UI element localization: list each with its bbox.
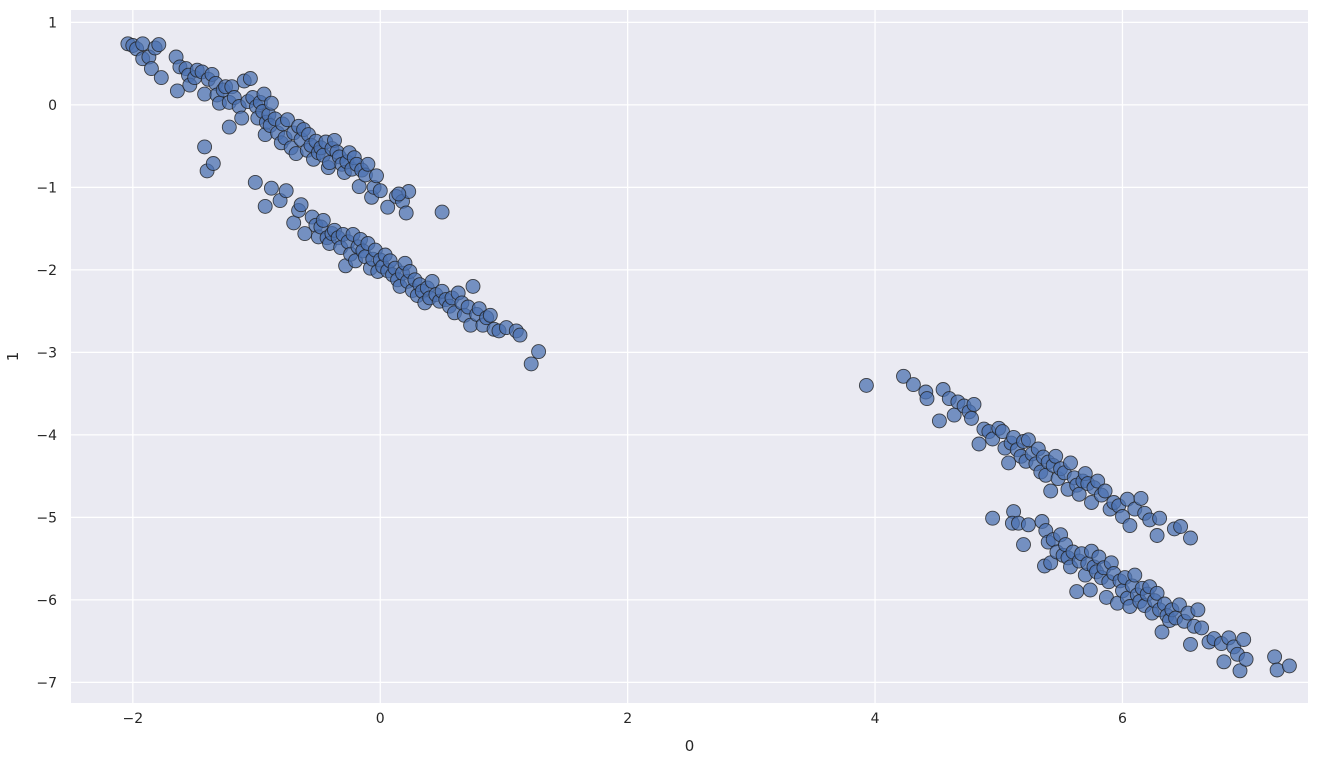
data-point: [905, 377, 921, 393]
y-tick-label: 0: [48, 98, 57, 114]
y-tick-label: 1: [48, 15, 57, 31]
data-point: [1190, 602, 1206, 618]
y-tick-label: −7: [36, 675, 57, 691]
data-point: [964, 410, 979, 426]
data-point: [153, 70, 169, 86]
data-point: [205, 156, 221, 171]
data-point: [151, 37, 167, 53]
data-point: [1183, 530, 1198, 546]
data-point: [1127, 567, 1143, 583]
data-point: [398, 205, 414, 221]
data-point: [1236, 632, 1252, 647]
data-point: [360, 156, 376, 172]
data-point: [896, 368, 911, 384]
x-tick-label: 0: [376, 711, 385, 727]
data-point: [169, 83, 185, 99]
x-axis-label: 0: [685, 737, 695, 755]
data-point: [1238, 651, 1254, 667]
data-point: [531, 344, 547, 360]
data-point: [1281, 658, 1297, 674]
data-points: [120, 36, 1297, 679]
data-point: [263, 95, 279, 111]
data-point: [858, 377, 874, 393]
data-point: [278, 183, 294, 199]
data-point: [369, 168, 384, 184]
data-point: [1267, 649, 1283, 665]
data-point: [315, 212, 331, 228]
data-point: [985, 510, 1001, 526]
data-point: [1043, 483, 1059, 499]
data-point: [1133, 490, 1149, 506]
data-point: [221, 119, 237, 135]
data-point: [1097, 483, 1113, 499]
y-axis-label: 1: [4, 352, 22, 362]
x-tick-label: 2: [623, 711, 632, 727]
data-point: [919, 391, 935, 407]
data-point: [1020, 517, 1036, 533]
data-point: [1122, 518, 1138, 534]
y-tick-label: −3: [36, 345, 57, 361]
data-point: [351, 179, 367, 195]
data-point: [247, 174, 263, 190]
data-point: [242, 71, 258, 86]
data-point: [1048, 448, 1064, 464]
data-point: [482, 307, 498, 323]
data-point: [197, 139, 213, 155]
data-point: [1084, 495, 1099, 510]
data-point: [1069, 584, 1085, 600]
y-tick-label: −2: [36, 263, 57, 279]
data-point: [286, 215, 302, 231]
y-tick-label: −1: [36, 180, 57, 196]
data-point: [135, 36, 151, 52]
data-point: [380, 199, 396, 215]
data-point: [372, 183, 388, 199]
data-point: [263, 180, 279, 196]
data-point: [293, 197, 309, 213]
data-point: [280, 112, 295, 128]
data-point: [197, 86, 213, 102]
data-point: [1216, 654, 1232, 670]
data-point: [465, 278, 481, 294]
data-point: [523, 356, 539, 372]
data-point: [1020, 432, 1036, 448]
y-axis-ticks: 1 0 −1 −2 −3 −4 −5 −6 −7: [36, 15, 57, 691]
data-point: [1090, 473, 1106, 489]
x-tick-label: 4: [871, 711, 880, 727]
data-point: [931, 413, 947, 429]
data-point: [966, 396, 982, 412]
y-tick-label: −4: [36, 428, 57, 444]
data-point: [391, 186, 407, 202]
data-point: [1232, 663, 1248, 679]
data-point: [1183, 636, 1198, 652]
x-tick-label: 6: [1118, 711, 1127, 727]
x-axis-ticks: −2 0 2 4 6: [123, 711, 1127, 727]
y-tick-label: −5: [36, 510, 57, 526]
x-tick-label: −2: [123, 711, 144, 727]
data-point: [1149, 528, 1165, 543]
data-point: [512, 327, 528, 343]
data-point: [434, 204, 450, 220]
y-tick-label: −6: [36, 593, 57, 609]
data-point: [1154, 624, 1170, 640]
data-point: [1173, 519, 1189, 534]
data-point: [1016, 537, 1031, 553]
data-point: [1152, 510, 1168, 526]
data-point: [1149, 585, 1165, 601]
data-point: [234, 110, 250, 126]
data-point: [1001, 455, 1017, 471]
data-point: [1194, 620, 1210, 636]
data-point: [257, 198, 273, 214]
data-point: [143, 61, 159, 77]
data-point: [971, 436, 987, 452]
data-point: [1082, 582, 1098, 598]
data-point: [1063, 455, 1078, 471]
